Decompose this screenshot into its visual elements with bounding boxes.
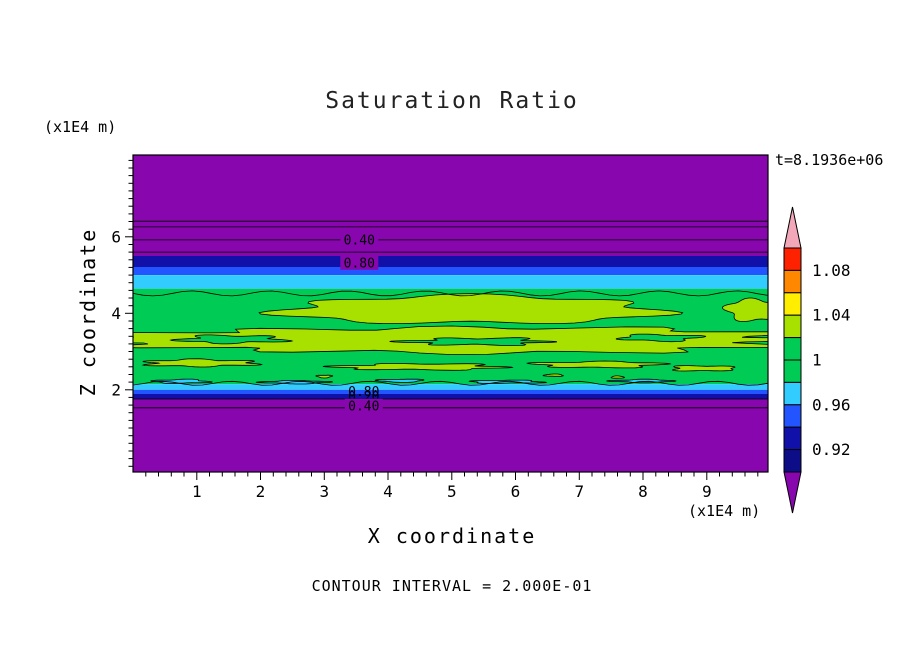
- colorbar-label: 0.92: [812, 440, 851, 459]
- x-tick-label: 6: [511, 482, 521, 501]
- x-tick-label: 1: [192, 482, 202, 501]
- colorbar-label: 1.08: [812, 261, 851, 280]
- contour-label: 0.80: [348, 385, 379, 400]
- colorbar-label: 1.04: [812, 306, 851, 325]
- y-axis-unit-label: (x1E4 m): [44, 118, 117, 136]
- contour-band-cyan: [133, 384, 768, 390]
- chart-title: Saturation Ratio: [325, 88, 579, 114]
- contour-region-green: [169, 334, 294, 345]
- colorbar-segment-red: [783, 247, 802, 271]
- colorbar-segment-yellow: [783, 292, 802, 316]
- contour-region-chartreuse: [315, 374, 334, 379]
- contour-band-purple: [133, 155, 768, 256]
- colorbar-label: 0.96: [812, 395, 851, 414]
- colorbar-segment-navy2: [783, 449, 802, 473]
- y-tick-label: 6: [111, 227, 121, 246]
- colorbar-segment-blue: [783, 404, 802, 428]
- contour-label: 0.40: [344, 233, 375, 248]
- colorbar-segment-green: [783, 359, 802, 383]
- contour-band-navy: [133, 394, 768, 399]
- contour-region-chartreuse: [258, 293, 684, 324]
- contour-label-bg: [340, 232, 379, 247]
- contour-band-cyan: [133, 275, 768, 289]
- x-tick-label: 7: [574, 482, 584, 501]
- y-tick-label: 2: [111, 380, 121, 399]
- contour-region-chartreuse: [671, 365, 736, 372]
- contour-region-cyan: [255, 380, 334, 385]
- x-tick-label: 2: [256, 482, 266, 501]
- colorbar-segment-cyan: [783, 381, 802, 406]
- time-annotation: t=8.1936e+06: [775, 151, 884, 169]
- contour-label: 0.40: [348, 399, 379, 414]
- colorbar-segment-navy: [783, 426, 802, 451]
- contour-region-chartreuse: [526, 360, 672, 369]
- contour-region-green: [615, 333, 707, 343]
- contour-region-green: [388, 337, 557, 346]
- colorbar-cap-bottom: [783, 471, 802, 514]
- contour-band-purple: [133, 399, 768, 472]
- contour-band-navy: [133, 256, 768, 268]
- contour-region-chartreuse: [610, 375, 625, 379]
- contour-region-cyan: [374, 378, 425, 383]
- x-tick-label: 3: [319, 482, 329, 501]
- contour-line-wavy: [133, 380, 768, 386]
- x-tick-label: 9: [702, 482, 712, 501]
- x-tick-label: 4: [383, 482, 393, 501]
- contour-band-blue: [133, 389, 768, 394]
- colorbar: 1.08 1.04 1 0.96 0.92: [783, 206, 851, 514]
- contour-label-bg: [340, 255, 379, 270]
- colorbar-label: 1: [812, 351, 822, 370]
- colorbar-segment-orange: [783, 269, 802, 294]
- colorbar-cap-top: [783, 206, 802, 249]
- contour-region-chartreuse: [721, 297, 768, 323]
- x-tick-label: 8: [638, 482, 648, 501]
- contour-region-chartreuse: [141, 358, 263, 368]
- x-axis-title: X coordinate: [367, 524, 537, 548]
- y-tick-label: 4: [111, 304, 121, 323]
- plot-area: 0.400.800.800.200.40: [133, 155, 768, 472]
- x-axis-unit-label: (x1E4 m): [688, 502, 761, 520]
- x-tick-label: 5: [447, 482, 457, 501]
- contour-region-chartreuse: [322, 363, 514, 371]
- contour-label-bg: [344, 398, 383, 413]
- contour-line-wavy: [133, 290, 768, 297]
- colorbar-segment-green: [783, 337, 802, 361]
- contour-band-blue: [133, 267, 768, 275]
- contour-label: 0.80: [344, 256, 375, 271]
- contour-interval-label: CONTOUR INTERVAL = 2.000E-01: [311, 577, 593, 595]
- contour-region-cyan: [150, 378, 213, 384]
- colorbar-segment-chartreuse: [783, 314, 802, 339]
- contour-region-chartreuse: [542, 373, 564, 377]
